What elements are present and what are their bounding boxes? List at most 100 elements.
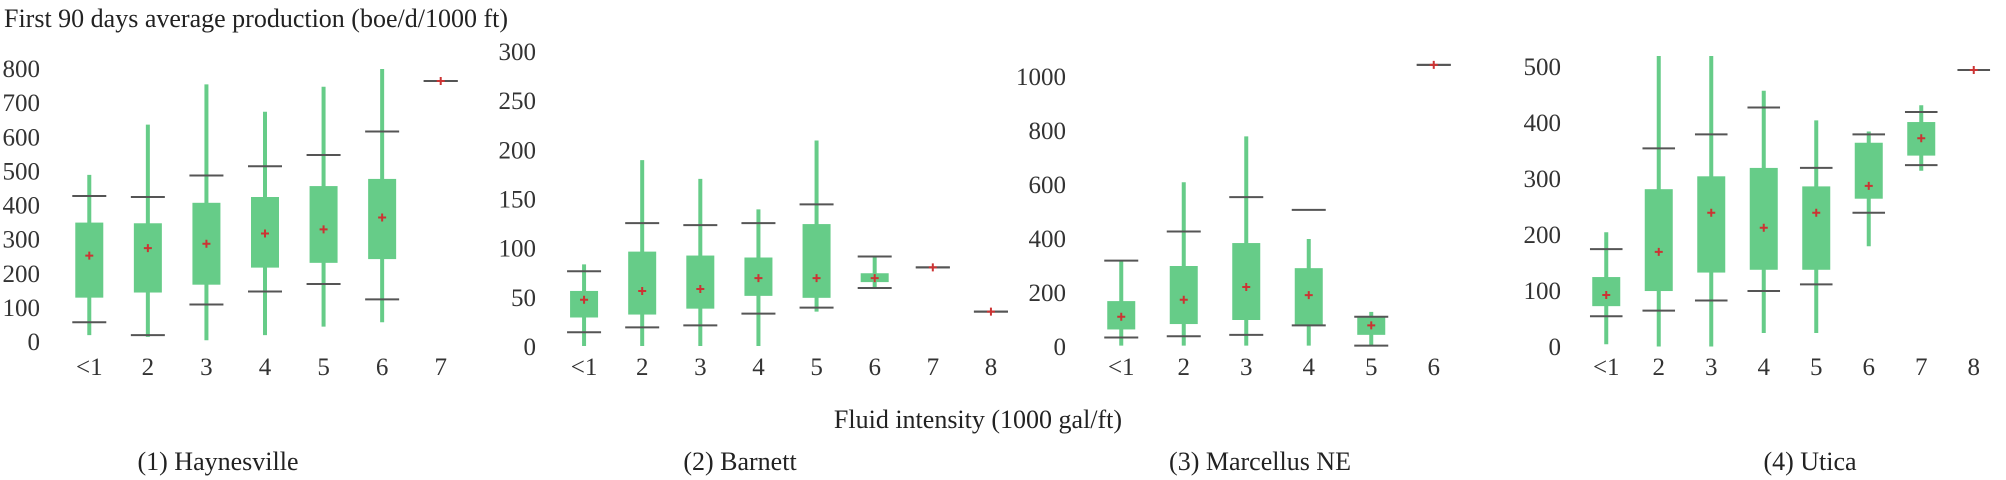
- y-tick-label: 200: [1524, 222, 1562, 249]
- box-5: [799, 140, 834, 312]
- x-tick-label: 3: [1240, 354, 1253, 381]
- marcellus-ne-boxes: [1104, 60, 1451, 347]
- x-tick-label: 3: [200, 354, 213, 381]
- box-3: [189, 84, 224, 341]
- mean-marker: [85, 251, 94, 260]
- iqr-box: [1644, 189, 1673, 292]
- x-tick-label: 4: [1303, 354, 1316, 381]
- box-<1: [1589, 232, 1623, 345]
- x-tick-label: 6: [868, 354, 881, 381]
- y-tick-label: 400: [1524, 110, 1562, 137]
- box-4: [1747, 90, 1781, 334]
- x-tick-label: 2: [636, 354, 649, 381]
- iqr-box: [570, 290, 599, 318]
- iqr-box: [1802, 186, 1831, 270]
- iqr-box: [1697, 176, 1726, 273]
- box-2: [1166, 182, 1201, 346]
- iqr-box: [1749, 167, 1778, 270]
- x-tick-label: 6: [1863, 354, 1876, 381]
- panel-utica: 0 100 200 300 400 500 <1 2 3 4 5 6 7 8 (4) Utica: [1524, 54, 1991, 476]
- y-tick-label: 800: [3, 56, 41, 83]
- x-tick-label: 8: [1968, 354, 1981, 381]
- mean-marker: [1707, 208, 1716, 217]
- mean-marker: [319, 225, 328, 234]
- iqr-box: [1169, 266, 1198, 325]
- panel-caption-barnett: (2) Barnett: [683, 447, 797, 476]
- y-tick-label: 0: [28, 329, 41, 356]
- panel-marcellus-ne: 0 200 400 600 800 1000 <1 2 3 4 5 6 (3) Marcellus N…: [1016, 60, 1451, 476]
- iqr-box: [133, 223, 162, 293]
- box-6: [365, 69, 400, 323]
- y-tick-label: 500: [3, 158, 41, 185]
- mean-marker: [1179, 295, 1188, 304]
- iqr-box: [309, 186, 338, 263]
- box-4: [741, 209, 776, 347]
- mean-marker: [870, 274, 879, 283]
- x-axis-title: Fluid intensity (1000 gal/ft): [834, 405, 1122, 434]
- box-3: [683, 178, 718, 347]
- x-tick-label: 4: [752, 354, 765, 381]
- y-axis-title: First 90 days average production (boe/d/…: [4, 4, 508, 33]
- mean-marker: [143, 244, 152, 253]
- y-tick-label: 100: [3, 295, 41, 322]
- x-tick-label: 8: [985, 354, 998, 381]
- iqr-box: [1232, 243, 1261, 320]
- x-tick-label: 4: [259, 354, 272, 381]
- box-<1: [72, 174, 107, 336]
- x-tick-label: 6: [376, 354, 389, 381]
- mean-marker: [1969, 65, 1978, 74]
- x-tick-label: 3: [694, 354, 707, 381]
- y-tick-label: 800: [1029, 118, 1067, 145]
- mean-marker: [378, 213, 387, 222]
- mean-marker: [1759, 223, 1768, 232]
- mean-marker: [696, 284, 705, 293]
- box-2: [1642, 56, 1676, 347]
- box-7: [1904, 105, 1938, 171]
- panel-caption-marcellus-ne: (3) Marcellus NE: [1169, 447, 1351, 476]
- x-tick-label: 6: [1428, 354, 1441, 381]
- y-tick-label: 200: [499, 137, 537, 164]
- mean-marker: [1812, 208, 1821, 217]
- mean-marker: [1242, 283, 1251, 292]
- x-tick-label: 7: [1915, 354, 1928, 381]
- panel-haynesville: 0 100 200 300 400 500 600 700 800 <1 2 3 4 5 6 7 (1) Ha…: [3, 56, 458, 476]
- box-4: [248, 111, 282, 336]
- y-tick-label: 600: [3, 124, 41, 151]
- x-tick-label: 5: [810, 354, 823, 381]
- marcellus-ne-axes: 0 200 400 600 800 1000 <1 2 3 4 5 6: [1016, 64, 1440, 381]
- iqr-box: [1854, 142, 1883, 199]
- box-6: [1852, 131, 1886, 247]
- x-tick-label: 3: [1705, 354, 1718, 381]
- x-tick-label: <1: [1108, 354, 1135, 381]
- box-2: [625, 160, 660, 347]
- y-tick-label: 400: [1029, 226, 1067, 253]
- barnett-boxes: [567, 140, 1008, 347]
- iqr-box: [686, 255, 715, 309]
- box-5: [1799, 120, 1833, 334]
- x-tick-label: 2: [1653, 354, 1666, 381]
- x-tick-label: 7: [927, 354, 940, 381]
- panel-barnett: 0 50 100 150 200 250 300 <1 2 3 4 5 6 7 8 (2) Barnett: [499, 39, 1008, 476]
- y-tick-label: 700: [3, 90, 41, 117]
- iqr-box: [75, 222, 104, 298]
- mean-marker: [202, 239, 211, 248]
- y-tick-label: 100: [1524, 278, 1562, 305]
- mean-marker: [986, 307, 995, 316]
- y-tick-label: 1000: [1016, 64, 1066, 91]
- mean-marker: [1304, 291, 1313, 300]
- iqr-box: [802, 224, 831, 298]
- x-tick-label: 2: [142, 354, 155, 381]
- y-tick-label: 0: [524, 334, 537, 361]
- mean-marker: [1917, 134, 1926, 143]
- box-8: [1957, 65, 1991, 74]
- mean-marker: [1367, 321, 1376, 330]
- box-6: [1416, 60, 1451, 69]
- y-tick-label: 300: [3, 227, 41, 254]
- y-tick-label: 200: [3, 261, 41, 288]
- mean-marker: [1864, 181, 1873, 190]
- y-tick-label: 0: [1549, 334, 1562, 361]
- panel-caption-haynesville: (1) Haynesville: [137, 447, 298, 476]
- box-4: [1291, 208, 1326, 346]
- box-<1: [1104, 259, 1139, 346]
